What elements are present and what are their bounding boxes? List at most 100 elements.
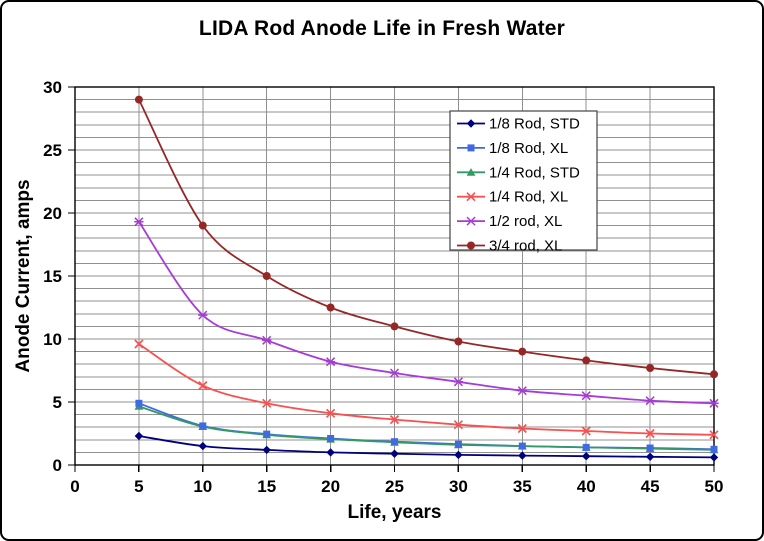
star-marker: [326, 357, 336, 367]
circle-marker: [710, 370, 718, 379]
series-line-1-8-rod-xl: [138, 402, 715, 451]
x-marker: [453, 420, 464, 430]
circle-marker: [198, 221, 207, 230]
square-marker: [263, 430, 271, 438]
circle-marker: [646, 364, 655, 372]
legend-item-1-4-rod-std: 1/4 Rod, STD: [457, 164, 580, 181]
x-marker: [134, 339, 144, 349]
series-line-1-8-rod-std: [138, 435, 715, 459]
legend-item-3-4-rod-xl: 3/4 rod, XL: [457, 238, 562, 255]
series-line-1-4-rod-xl: [138, 343, 715, 436]
series-line-1-2-rod-xl: [138, 221, 715, 405]
triangle-marker: [466, 168, 476, 176]
star-marker: [389, 368, 400, 378]
y-tick-label: 10: [43, 330, 62, 349]
star-marker: [198, 310, 208, 320]
legend-box: [449, 110, 598, 251]
series-markers-1-4-rod-std: [134, 402, 719, 454]
series-line-3-4-rod-xl: [138, 99, 715, 376]
diamond-marker: [262, 445, 271, 455]
legend-label: 1/8 Rod, STD: [489, 116, 580, 133]
square-marker: [518, 442, 526, 450]
x-tick-label: 40: [577, 477, 596, 496]
square-marker: [454, 440, 462, 448]
y-tick-label: 5: [53, 393, 62, 412]
x-tick-label: 15: [257, 477, 276, 496]
x-marker: [709, 430, 719, 440]
star-marker: [517, 386, 527, 396]
legend-item-1-2-rod-xl: 1/2 rod, XL: [457, 213, 562, 230]
legend-item-1-4-rod-xl: 1/4 Rod, XL: [457, 189, 568, 206]
series-markers-1-8-rod-std: [134, 431, 719, 462]
x-tick-label: 10: [193, 477, 212, 496]
star-marker: [645, 396, 655, 406]
circle-marker: [518, 347, 527, 356]
legend-label: 3/4 rod, XL: [489, 238, 562, 255]
legend-label: 1/4 Rod, STD: [489, 164, 580, 181]
x-tick-label: 45: [641, 477, 660, 496]
chart-title: LIDA Rod Anode Life in Fresh Water: [198, 17, 566, 40]
y-tick-label: 20: [43, 204, 62, 223]
legend-item-1-8-rod-std: 1/8 Rod, STD: [457, 116, 580, 133]
star-marker: [581, 391, 591, 401]
x-marker: [389, 414, 400, 425]
x-axis-title: Life, years: [347, 502, 442, 523]
star-marker: [134, 217, 144, 227]
diamond-marker: [645, 452, 655, 461]
x-tick-labels: 0 5 10 15 20 25 30 35 40 45 50: [70, 477, 723, 496]
series-markers-1-4-rod-xl: [134, 339, 719, 440]
legend-label: 1/2 rod, XL: [489, 213, 562, 230]
square-marker: [646, 444, 654, 452]
y-tick-label: 30: [43, 78, 62, 97]
diamond-marker: [454, 450, 463, 460]
x-tick-label: 20: [321, 477, 340, 496]
x-marker: [325, 408, 336, 418]
x-marker: [466, 192, 476, 202]
gridlines: [75, 87, 714, 465]
circle-marker: [467, 241, 475, 250]
square-marker: [467, 144, 475, 152]
square-marker: [391, 438, 398, 446]
diamond-marker: [198, 441, 207, 451]
x-marker: [645, 428, 655, 439]
series-markers-1-8-rod-xl: [135, 399, 718, 453]
diamond-marker: [709, 453, 719, 462]
square-marker: [135, 399, 143, 407]
circle-marker: [326, 303, 335, 312]
x-tick-label: 5: [134, 477, 143, 496]
y-axis-title: Anode Current, amps: [13, 179, 34, 373]
diamond-marker: [390, 449, 399, 458]
x-marker: [581, 426, 591, 436]
square-marker: [710, 445, 718, 453]
star-marker: [466, 216, 476, 226]
x-marker: [198, 380, 208, 391]
circle-marker: [134, 95, 143, 104]
circle-marker: [262, 272, 271, 280]
circle-marker: [454, 337, 463, 346]
x-tick-label: 35: [513, 477, 532, 496]
series-markers-3-4-rod-xl: [134, 95, 718, 379]
circle-marker: [582, 356, 591, 365]
x-marker: [262, 398, 272, 408]
star-marker: [262, 335, 272, 345]
y-tick-label: 25: [43, 141, 62, 160]
legend-label: 1/4 Rod, XL: [489, 189, 568, 206]
y-tick-labels: 0 5 10 15 20 25 30: [43, 78, 62, 475]
star-marker: [453, 377, 463, 387]
diamond-marker: [518, 451, 527, 460]
x-marker: [517, 423, 527, 434]
square-marker: [327, 435, 335, 442]
diamond-marker: [134, 431, 144, 441]
circle-marker: [390, 322, 399, 331]
y-tick-label: 15: [43, 267, 62, 286]
x-tick-label: 50: [705, 477, 724, 496]
square-marker: [199, 422, 207, 430]
legend-item-1-8-rod-xl: 1/8 Rod, XL: [457, 140, 568, 157]
x-tick-label: 0: [70, 477, 79, 496]
diamond-marker: [326, 448, 335, 457]
diamond-marker: [582, 452, 591, 461]
series-markers-1-2-rod-xl: [134, 217, 719, 408]
y-tick-label: 0: [53, 456, 62, 475]
